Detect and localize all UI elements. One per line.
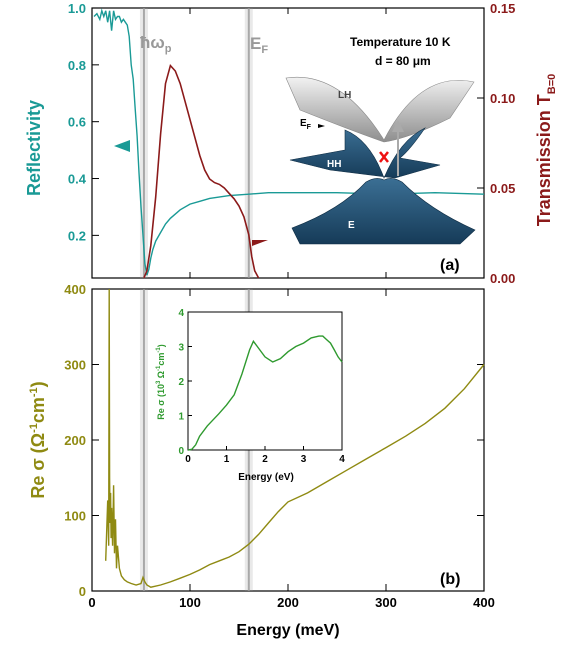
y-right-tick-label: 0.05 — [490, 181, 515, 196]
hh-label: HH — [327, 159, 341, 170]
conductivity-axis-label: Re σ (Ω-1cm-1) — [28, 381, 48, 498]
e-label: E — [348, 220, 355, 231]
inset-x-tick-label: 3 — [301, 454, 307, 465]
e-band — [291, 178, 476, 245]
reflectivity-axis-arrow — [114, 140, 130, 152]
transition-arrowhead-icon — [392, 120, 404, 132]
y-left-tick-label: 0.4 — [68, 172, 87, 187]
y-right-tick-label: 0.15 — [490, 1, 515, 16]
inset-chart: 0 1 2 3 4 0 1 2 3 4 Energy (eV) Re σ (103 Ω-1cm-1… — [156, 308, 345, 483]
thickness-label: d = 80 μm — [375, 54, 431, 68]
inset-ticks: 0 1 2 3 4 0 1 2 3 4 — [178, 308, 345, 465]
inset-y-tick-label: 1 — [178, 412, 184, 423]
inset-y-tick-label: 4 — [178, 308, 184, 319]
fermi-label: EF — [250, 34, 268, 56]
x-tick-label: 300 — [375, 595, 397, 610]
temperature-label: Temperature 10 K — [350, 35, 451, 49]
panel-a: 0.2 0.4 0.6 0.8 1.0 0.00 0.05 0.10 0.15 ħωp EF T… — [24, 1, 558, 286]
transmission-axis-arrow — [252, 240, 268, 246]
y-right-tick-label: 0.10 — [490, 91, 515, 106]
y-left-tick-label: 0.6 — [68, 115, 86, 130]
y-tick-label: 300 — [64, 358, 86, 373]
y-tick-label: 200 — [64, 433, 86, 448]
inset-y-tick-label: 0 — [178, 446, 184, 457]
lh-band — [285, 76, 475, 143]
y-right-tick-label: 0.00 — [490, 271, 515, 286]
lh-label: LH — [338, 90, 351, 101]
inset-conductivity-line — [187, 335, 343, 451]
transmission-axis-label: Transmission TB=0 — [534, 74, 558, 227]
inset-x-tick-label: 1 — [224, 454, 230, 465]
inset-y-tick-label: 3 — [178, 343, 184, 354]
ef-label: EF — [300, 118, 312, 131]
inset-frame — [187, 311, 343, 451]
x-tick-label: 200 — [277, 595, 299, 610]
inset-x-tick-label: 0 — [185, 454, 191, 465]
y-left-tick-label: 0.8 — [68, 58, 86, 73]
plasma-label: ħωp — [140, 33, 172, 55]
reflectivity-axis-label: Reflectivity — [24, 100, 44, 196]
forbidden-transition-cross-icon — [379, 151, 389, 163]
inset-y-tick-label: 2 — [178, 377, 184, 388]
panel-a-ticks: 0.2 0.4 0.6 0.8 1.0 0.00 0.05 0.10 0.15 — [68, 1, 515, 286]
reflectivity-line — [93, 8, 485, 276]
transmission-line — [143, 63, 260, 279]
inset-x-axis-label: Energy (eV) — [238, 472, 294, 483]
ef-pointer-icon — [318, 124, 325, 128]
hh-band — [289, 127, 441, 179]
x-tick-label: 400 — [473, 595, 495, 610]
y-left-tick-label: 1.0 — [68, 1, 86, 16]
y-tick-label: 100 — [64, 509, 86, 524]
x-tick-label: 100 — [179, 595, 201, 610]
inset-y-axis-label: Re σ (103 Ω-1cm-1) — [156, 344, 166, 419]
panel-a-label: (a) — [440, 257, 460, 274]
panel-b-label: (b) — [440, 571, 460, 588]
x-tick-label: 0 — [88, 595, 95, 610]
inset-x-tick-label: 4 — [339, 454, 345, 465]
y-left-tick-label: 0.2 — [68, 228, 86, 243]
conductivity-line — [105, 288, 485, 588]
y-tick-label: 0 — [79, 584, 86, 599]
band-structure-illustration: LH HH E EF — [285, 76, 476, 245]
y-tick-label: 400 — [64, 282, 86, 297]
x-axis-label: Energy (meV) — [236, 622, 339, 639]
inset-x-tick-label: 2 — [262, 454, 268, 465]
